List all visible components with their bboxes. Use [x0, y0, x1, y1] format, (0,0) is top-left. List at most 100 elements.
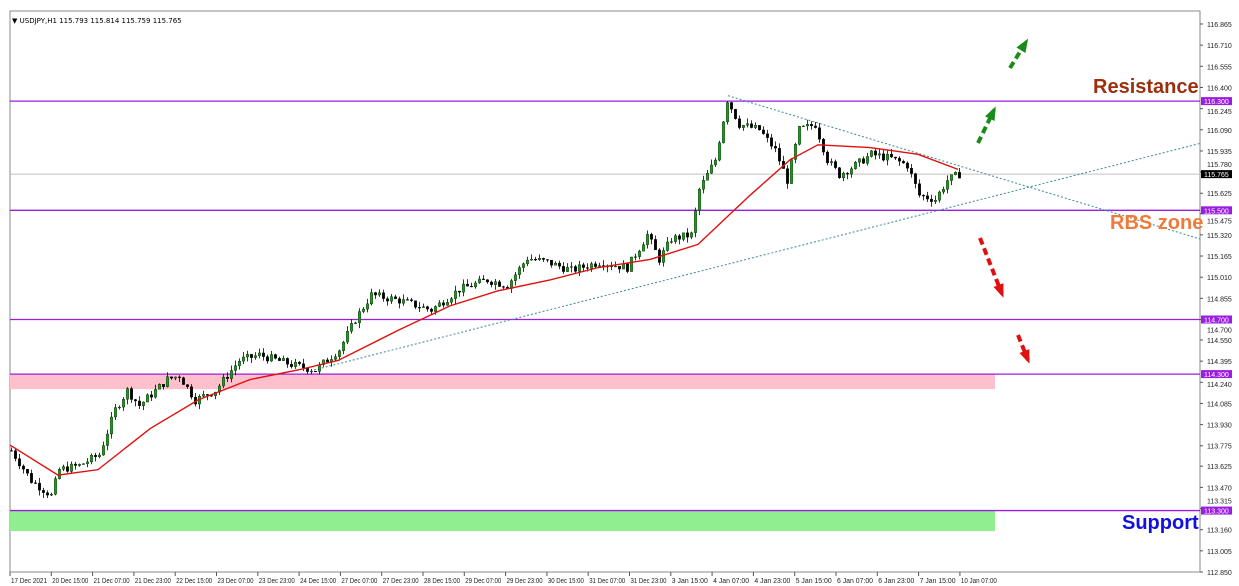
bear-candle: [430, 308, 433, 312]
bull-candle: [478, 278, 481, 284]
bear-candle: [418, 307, 421, 309]
bull-candle: [118, 406, 121, 409]
bull-candle: [158, 384, 161, 390]
bull-candle: [62, 466, 65, 470]
bull-candle: [746, 123, 749, 126]
y-tick-label: 114.700: [1207, 327, 1232, 334]
y-tick-label: 115.780: [1207, 162, 1232, 169]
x-tick-label: 4 Jan 07:00: [713, 578, 749, 585]
bull-candle: [474, 282, 477, 288]
bull-candle: [446, 302, 449, 306]
x-tick-label: 22 Dec 15:00: [176, 578, 212, 585]
bear-candle: [14, 450, 17, 459]
x-tick-label: 17 Dec 2021: [11, 578, 47, 585]
x-tick-label: 3 Jan 15:00: [672, 578, 708, 585]
bull-candle: [202, 394, 205, 397]
bull-candle: [246, 354, 249, 358]
red-down-arrow-icon-head: [993, 283, 1004, 298]
bull-candle: [98, 454, 101, 457]
bear-candle: [266, 356, 269, 362]
bear-candle: [834, 161, 837, 168]
bear-candle: [914, 173, 917, 184]
bull-candle: [422, 306, 425, 308]
x-tick-label: 30 Dec 15:00: [548, 578, 584, 585]
bull-candle: [526, 259, 529, 264]
bull-candle: [362, 308, 365, 312]
bull-candle: [954, 172, 957, 175]
y-tick-label: 113.625: [1207, 464, 1232, 471]
x-tick-label: 21 Dec 07:00: [94, 578, 130, 585]
bear-candle: [770, 137, 773, 147]
bear-candle: [906, 162, 909, 169]
bull-candle: [666, 241, 669, 251]
bull-candle: [234, 365, 237, 371]
bull-candle: [354, 322, 357, 324]
bull-candle: [742, 125, 745, 128]
bull-candle: [878, 153, 881, 156]
bull-candle: [126, 388, 129, 400]
bull-candle: [462, 283, 465, 293]
bull-candle: [122, 399, 125, 408]
dropdown-triangle-icon[interactable]: ▼: [12, 17, 18, 25]
level-price-label: 113.300: [1204, 509, 1229, 516]
bull-candle: [366, 303, 369, 310]
bear-candle: [618, 265, 621, 270]
bull-candle: [726, 102, 729, 123]
bear-candle: [394, 296, 397, 299]
bear-candle: [626, 263, 629, 272]
bear-candle: [546, 259, 549, 261]
x-tick-label: 6 Jan 07:00: [837, 578, 873, 585]
y-tick-label: 116.245: [1207, 109, 1232, 116]
bull-candle: [378, 292, 381, 296]
bull-candle: [90, 455, 93, 463]
bull-candle: [938, 191, 941, 201]
bull-candle: [174, 376, 177, 379]
bull-candle: [86, 461, 89, 464]
level-price-badge: [1201, 97, 1232, 106]
bear-candle: [558, 262, 561, 267]
bull-candle: [230, 370, 233, 379]
bear-candle: [890, 153, 893, 158]
bear-candle: [386, 298, 389, 302]
bull-candle: [694, 210, 697, 233]
red-down-arrow-icon: [978, 237, 1004, 295]
bull-candle: [454, 290, 457, 299]
y-tick-label: 113.315: [1207, 499, 1232, 506]
bear-candle: [186, 384, 189, 387]
x-tick-label: 23 Dec 07:00: [218, 578, 254, 585]
bear-candle: [778, 148, 781, 162]
bull-candle: [494, 281, 497, 285]
y-tick-label: 113.775: [1207, 444, 1232, 451]
y-tick-label: 115.625: [1207, 191, 1232, 198]
bear-candle: [730, 102, 733, 110]
level-price-label: 114.300: [1204, 372, 1229, 379]
bear-candle: [206, 394, 209, 396]
bear-candle: [26, 469, 29, 474]
bear-candle: [182, 377, 185, 385]
bear-candle: [34, 482, 37, 484]
bull-candle: [114, 407, 117, 418]
bear-candle: [774, 146, 777, 149]
bear-candle: [846, 173, 849, 175]
bear-candle: [550, 259, 553, 266]
bear-candle: [326, 359, 329, 363]
plot-frame: [9, 10, 1201, 573]
bull-candle: [858, 158, 861, 163]
bull-candle: [830, 161, 833, 164]
bull-candle: [166, 376, 169, 387]
bear-candle: [134, 399, 137, 402]
x-tick-label: 5 Jan 15:00: [796, 578, 832, 585]
bull-candle: [238, 360, 241, 366]
x-tick-label: 31 Dec 07:00: [589, 578, 625, 585]
y-tick-label: 115.165: [1207, 254, 1232, 261]
bear-candle: [442, 302, 445, 306]
bear-candle: [138, 400, 141, 406]
bull-candle: [866, 156, 869, 164]
bull-candle: [334, 356, 337, 360]
bear-candle: [862, 158, 865, 164]
level-price-badge: [1201, 506, 1232, 515]
bull-candle: [310, 370, 313, 373]
bull-candle: [154, 389, 157, 398]
